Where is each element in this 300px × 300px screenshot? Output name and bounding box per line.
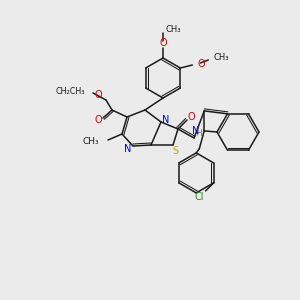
- Text: O: O: [159, 38, 167, 48]
- Text: CH₃: CH₃: [82, 136, 99, 146]
- Text: Cl: Cl: [195, 192, 204, 202]
- Text: CH₃: CH₃: [165, 25, 181, 34]
- Text: N: N: [124, 144, 132, 154]
- Text: O: O: [197, 59, 205, 69]
- Text: O: O: [94, 90, 102, 100]
- Text: O: O: [187, 112, 195, 122]
- Text: H: H: [196, 128, 202, 137]
- Text: S: S: [172, 146, 178, 156]
- Text: CH₃: CH₃: [213, 53, 229, 62]
- Text: N: N: [192, 126, 199, 136]
- Text: O: O: [94, 115, 102, 125]
- Text: CH₂CH₃: CH₂CH₃: [56, 86, 85, 95]
- Text: N: N: [162, 115, 170, 125]
